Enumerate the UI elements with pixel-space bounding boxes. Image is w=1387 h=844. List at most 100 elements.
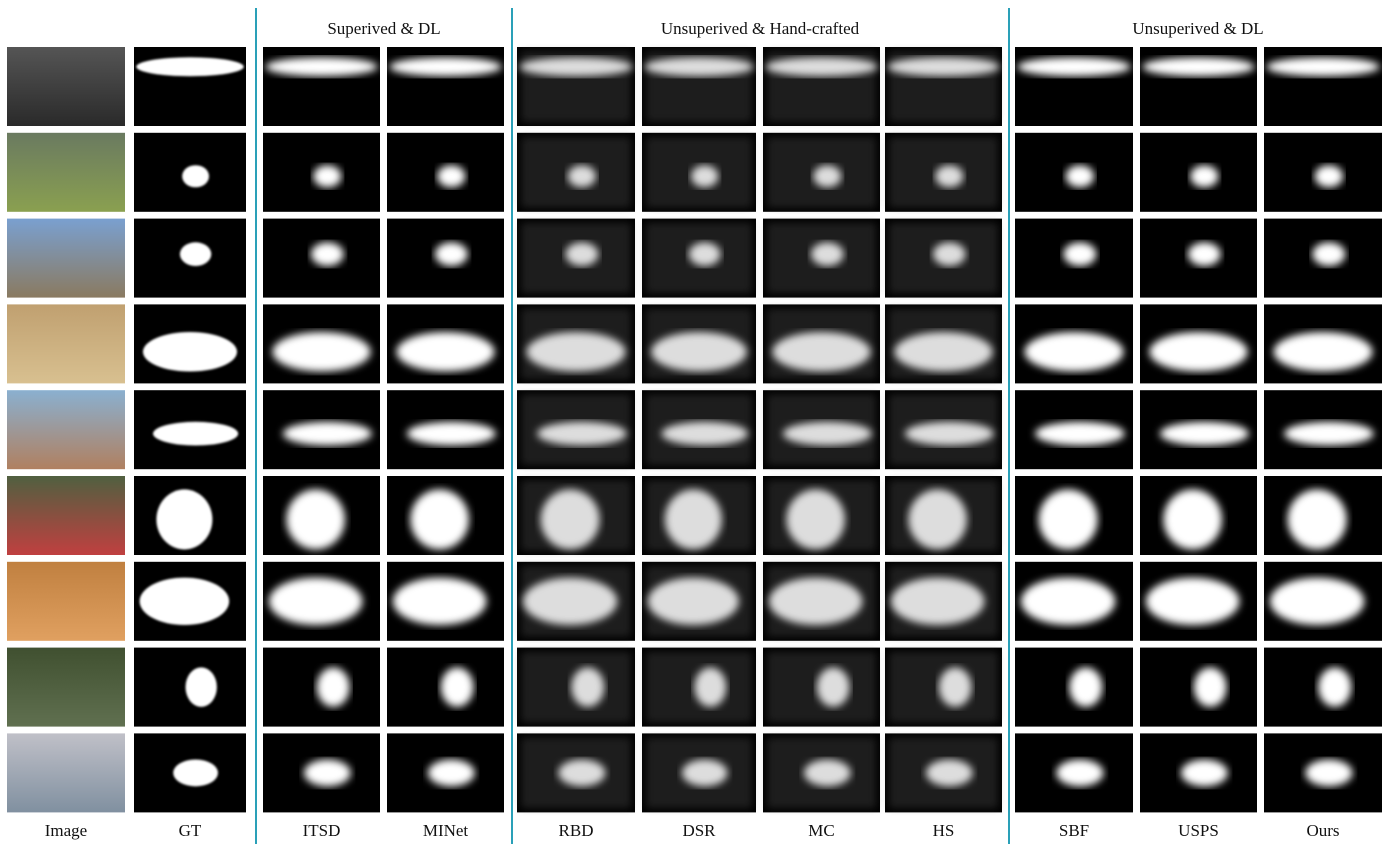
salient-region bbox=[681, 759, 728, 787]
salient-region bbox=[185, 667, 217, 707]
salient-region bbox=[268, 577, 363, 625]
salient-region bbox=[887, 57, 1000, 77]
column-label: SBF bbox=[1059, 821, 1089, 840]
salient-region bbox=[890, 577, 985, 625]
salient-region bbox=[265, 57, 378, 77]
salient-region bbox=[286, 489, 345, 550]
salient-region bbox=[894, 332, 993, 372]
salient-region bbox=[932, 242, 966, 266]
column-label: MINet bbox=[423, 821, 469, 840]
salient-region bbox=[1163, 489, 1222, 550]
salient-region bbox=[272, 332, 371, 372]
salient-region bbox=[1312, 242, 1346, 266]
salient-region bbox=[765, 57, 878, 77]
salient-region bbox=[558, 759, 606, 787]
salient-region bbox=[136, 57, 244, 77]
salient-region bbox=[1187, 242, 1221, 266]
salient-region bbox=[1069, 667, 1103, 707]
salient-region bbox=[1159, 421, 1249, 446]
column-label: ITSD bbox=[303, 821, 341, 840]
salient-region bbox=[1024, 332, 1124, 372]
salient-region bbox=[904, 421, 994, 446]
salient-region bbox=[571, 667, 605, 707]
salient-region bbox=[768, 577, 863, 625]
salient-region bbox=[1318, 667, 1352, 707]
salient-region bbox=[1065, 165, 1095, 188]
salient-region bbox=[153, 421, 239, 446]
salient-region bbox=[540, 489, 600, 550]
column-label: USPS bbox=[1178, 821, 1219, 840]
salient-region bbox=[772, 332, 871, 372]
column-label: GT bbox=[179, 821, 202, 840]
column-label: DSR bbox=[682, 821, 716, 840]
salient-region bbox=[389, 57, 502, 77]
salient-region bbox=[1145, 577, 1240, 625]
input-image bbox=[7, 218, 125, 298]
column-label: RBD bbox=[559, 821, 594, 840]
input-image bbox=[7, 132, 125, 212]
input-image bbox=[7, 304, 125, 384]
column-label: MC bbox=[808, 821, 834, 840]
salient-region bbox=[1269, 577, 1365, 625]
salient-region bbox=[1180, 759, 1228, 787]
salient-region bbox=[651, 332, 747, 372]
salient-region bbox=[396, 332, 495, 372]
salient-region bbox=[1273, 332, 1373, 372]
salient-region bbox=[664, 489, 722, 550]
salient-region bbox=[406, 421, 496, 446]
salient-region bbox=[282, 421, 372, 446]
salient-region bbox=[526, 332, 626, 372]
salient-region bbox=[691, 165, 719, 188]
salient-region bbox=[1314, 165, 1344, 188]
salient-region bbox=[156, 489, 213, 550]
salient-region bbox=[434, 242, 468, 266]
salient-region bbox=[142, 332, 238, 372]
salient-region bbox=[440, 667, 474, 707]
salient-region bbox=[537, 421, 627, 446]
salient-region bbox=[392, 577, 487, 625]
salient-region bbox=[803, 759, 851, 787]
salient-region bbox=[647, 577, 739, 625]
group-header: Superived & DL bbox=[327, 19, 440, 38]
input-image bbox=[7, 647, 125, 727]
salient-region bbox=[1287, 489, 1347, 550]
input-image bbox=[7, 390, 125, 470]
salient-region bbox=[786, 489, 845, 550]
salient-region bbox=[1020, 577, 1116, 625]
salient-region bbox=[313, 165, 342, 188]
salient-region bbox=[1190, 165, 1219, 188]
salient-region bbox=[437, 165, 466, 188]
salient-region bbox=[816, 667, 850, 707]
salient-region bbox=[303, 759, 351, 787]
column-label: HS bbox=[933, 821, 955, 840]
salient-region bbox=[1149, 332, 1248, 372]
salient-region bbox=[1142, 57, 1255, 77]
salient-region bbox=[1193, 667, 1227, 707]
column-label: Ours bbox=[1306, 821, 1339, 840]
salient-region bbox=[1305, 759, 1353, 787]
column-label: Image bbox=[45, 821, 87, 840]
salient-region bbox=[688, 242, 721, 266]
salient-region bbox=[567, 165, 597, 188]
salient-region bbox=[938, 667, 972, 707]
salient-region bbox=[519, 57, 633, 77]
salient-region bbox=[925, 759, 973, 787]
input-image bbox=[7, 476, 125, 555]
salient-region bbox=[316, 667, 350, 707]
salient-region bbox=[1017, 57, 1131, 77]
salient-region bbox=[908, 489, 967, 550]
salient-region bbox=[810, 242, 844, 266]
salient-region bbox=[310, 242, 344, 266]
input-image bbox=[7, 47, 125, 126]
salient-region bbox=[1266, 57, 1380, 77]
salient-region bbox=[522, 577, 618, 625]
salient-region bbox=[173, 759, 219, 787]
salient-region bbox=[1035, 421, 1125, 446]
input-image bbox=[7, 561, 125, 641]
group-header: Unsuperived & DL bbox=[1132, 19, 1263, 38]
salient-region bbox=[1284, 421, 1374, 446]
salient-region bbox=[410, 489, 469, 550]
group-header: Unsuperived & Hand-crafted bbox=[661, 19, 860, 38]
salient-region bbox=[935, 165, 964, 188]
